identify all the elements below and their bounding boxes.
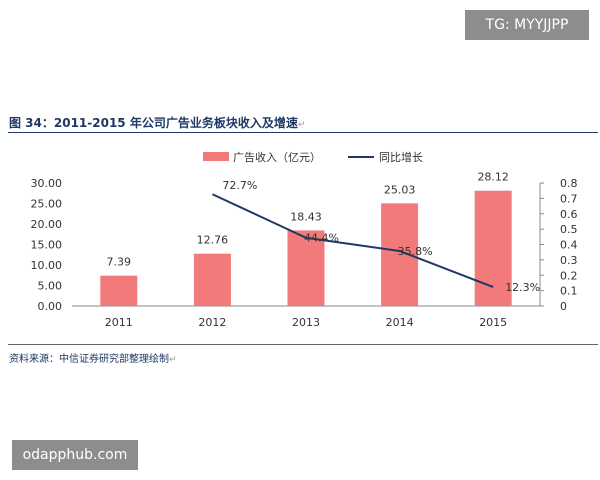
bar-data-label: 7.39 [107,256,132,269]
left-axis-tick: 0.00 [38,300,63,313]
x-axis-tick: 2015 [479,316,507,329]
bar [287,230,325,306]
source-note: 资料来源：中信证券研究部整理绘制↵ [9,350,177,365]
right-axis: 0 0.1 0.2 0.3 0.4 0.5 0.6 0.7 0.8 [539,177,578,313]
right-axis-tick: 0 [560,300,567,313]
right-axis-tick: 0.2 [560,269,578,282]
x-axis-tick: 2011 [105,316,133,329]
right-axis-tick: 0.8 [560,177,578,190]
right-axis-tick: 0.6 [560,208,578,221]
bar-data-label: 18.43 [290,210,322,223]
paragraph-mark-icon: ↵ [169,355,177,365]
figure-title-text: 图 34：2011-2015 年公司广告业务板块收入及增速 [9,116,298,130]
line-data-label: 72.7% [222,179,257,192]
bar [100,275,138,306]
left-axis-tick: 15.00 [31,239,63,252]
bar-data-label: 12.76 [197,234,229,247]
line-data-label: 12.3% [505,281,540,294]
line-series: 72.7% 44.4% 35.8% 12.3% [211,179,540,294]
left-axis: 0.00 5.00 10.00 15.00 20.00 25.00 30.00 [31,177,63,313]
left-axis-tick: 10.00 [31,259,63,272]
x-axis-tick: 2013 [292,316,320,329]
bar [193,253,231,306]
source-rule [8,344,598,345]
right-axis-tick: 0.3 [560,254,578,267]
paragraph-mark-icon: ↵ [297,120,306,130]
x-axis: 2011 2012 2013 2014 2015 [72,305,540,329]
legend: 广告收入（亿元） 同比增长 [203,150,423,164]
title-rule [8,132,598,133]
legend-swatch-bar [203,152,229,161]
legend-label-line: 同比增长 [379,150,423,164]
legend-label-bar: 广告收入（亿元） [233,150,321,164]
bar-series: 7.39 12.76 18.43 25.03 28.12 [100,171,512,306]
left-axis-tick: 20.00 [31,218,63,231]
bar-data-label: 25.03 [384,183,416,196]
x-axis-tick: 2012 [198,316,226,329]
watermark-top: TG: MYYJJPP [465,10,589,40]
growth-line [211,193,494,289]
right-axis-tick: 0.7 [560,192,578,205]
right-axis-tick: 0.5 [560,223,578,236]
right-axis-tick: 0.4 [560,239,578,252]
x-axis-tick: 2014 [386,316,414,329]
line-data-label: 35.8% [398,245,433,258]
left-axis-tick: 25.00 [31,198,63,211]
watermark-bottom: odapphub.com [12,440,138,470]
right-axis-tick: 0.1 [560,285,578,298]
line-data-label: 44.4% [304,232,339,245]
source-note-text: 资料来源：中信证券研究部整理绘制 [9,354,169,365]
left-axis-tick: 30.00 [31,177,63,190]
left-axis-tick: 5.00 [38,280,63,293]
bar-data-label: 28.12 [477,171,509,184]
figure-title: 图 34：2011-2015 年公司广告业务板块收入及增速↵ [9,114,305,131]
